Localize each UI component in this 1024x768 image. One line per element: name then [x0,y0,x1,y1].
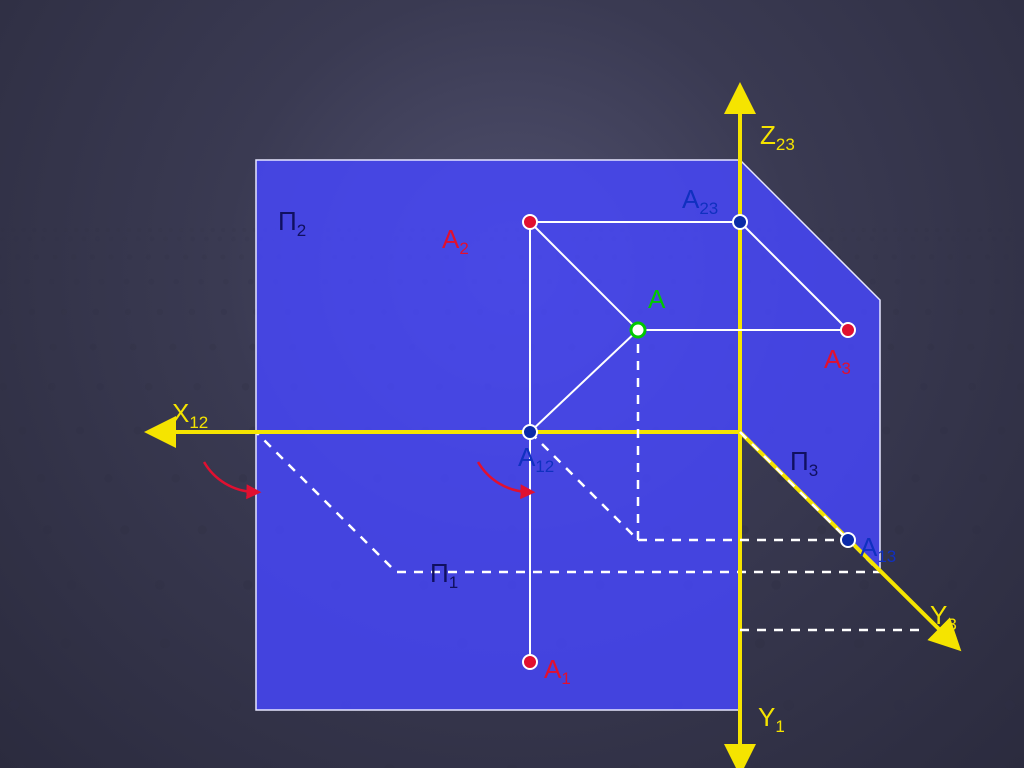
point-A3 [841,323,855,337]
point-A2 [523,215,537,229]
plane-pi2-pi1 [256,160,740,710]
point-A23 [733,215,747,229]
point-A12 [523,425,537,439]
label-axis-y3: Y3 [930,600,957,634]
planes [256,160,880,710]
label-axis-z: Z23 [760,120,795,154]
point-A1 [523,655,537,669]
label-point-A: A [648,284,666,314]
projection-diagram: Z23X12Y1Y3П2П1П3AA2A23A3A12A13A1 [0,0,1024,768]
plane-pi3 [740,160,880,572]
point-A13 [841,533,855,547]
label-axis-x: X12 [172,398,208,432]
point-A [631,323,645,337]
label-axis-y1: Y1 [758,702,785,736]
